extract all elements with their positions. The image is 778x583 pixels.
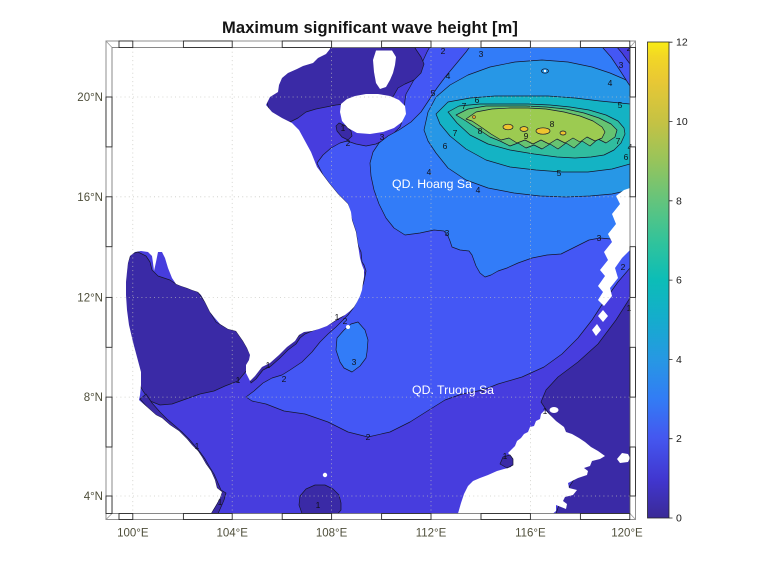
svg-text:4: 4 <box>446 71 451 81</box>
svg-text:0: 0 <box>676 513 682 525</box>
svg-text:Maximum significant wave heigh: Maximum significant wave height [m] <box>222 19 518 37</box>
svg-text:5: 5 <box>618 100 623 110</box>
svg-text:1: 1 <box>627 303 632 313</box>
svg-text:1: 1 <box>341 123 346 133</box>
svg-text:8: 8 <box>676 195 682 207</box>
svg-text:2: 2 <box>282 374 287 384</box>
svg-text:10: 10 <box>676 116 688 128</box>
svg-text:104°E: 104°E <box>216 528 248 540</box>
svg-text:2: 2 <box>676 433 682 445</box>
svg-text:6: 6 <box>443 141 448 151</box>
svg-text:2: 2 <box>441 46 446 56</box>
svg-text:4: 4 <box>476 185 481 195</box>
svg-text:QD. Truong Sa: QD. Truong Sa <box>412 383 494 397</box>
svg-text:1: 1 <box>543 406 548 416</box>
svg-text:1: 1 <box>335 312 340 322</box>
svg-text:16°N: 16°N <box>77 192 103 204</box>
svg-text:1: 1 <box>266 360 271 370</box>
svg-text:5: 5 <box>557 168 562 178</box>
svg-text:7: 7 <box>616 136 621 146</box>
svg-text:12°N: 12°N <box>77 292 103 304</box>
svg-text:4: 4 <box>676 354 682 366</box>
svg-text:7: 7 <box>453 128 458 138</box>
svg-text:1: 1 <box>316 500 321 510</box>
svg-text:5: 5 <box>431 88 436 98</box>
svg-text:2: 2 <box>481 386 486 396</box>
svg-text:108°E: 108°E <box>316 528 348 540</box>
svg-text:116°E: 116°E <box>515 528 546 540</box>
svg-text:4°N: 4°N <box>84 491 103 503</box>
svg-text:3: 3 <box>445 228 450 238</box>
svg-text:6: 6 <box>676 275 682 287</box>
svg-text:3: 3 <box>352 357 357 367</box>
svg-text:1: 1 <box>195 441 200 451</box>
svg-text:1: 1 <box>236 375 241 385</box>
svg-text:20°N: 20°N <box>77 92 103 104</box>
svg-text:4: 4 <box>427 167 432 177</box>
svg-text:QD. Hoang Sa: QD. Hoang Sa <box>392 177 472 191</box>
svg-text:3: 3 <box>619 60 624 70</box>
svg-text:7: 7 <box>462 101 467 111</box>
svg-text:12: 12 <box>676 37 688 49</box>
svg-text:3: 3 <box>597 233 602 243</box>
svg-text:8: 8 <box>550 119 555 129</box>
svg-text:2: 2 <box>366 432 371 442</box>
svg-text:2: 2 <box>627 43 632 53</box>
svg-text:100°E: 100°E <box>117 528 149 540</box>
svg-text:6: 6 <box>475 95 480 105</box>
svg-text:3: 3 <box>479 49 484 59</box>
svg-text:3: 3 <box>380 132 385 142</box>
svg-text:112°E: 112°E <box>416 528 447 540</box>
svg-text:6: 6 <box>624 152 629 162</box>
svg-text:8: 8 <box>478 126 483 136</box>
svg-text:120°E: 120°E <box>611 528 643 540</box>
svg-text:2: 2 <box>343 316 348 326</box>
svg-text:1: 1 <box>218 497 223 507</box>
svg-text:9: 9 <box>524 131 529 141</box>
svg-text:1: 1 <box>503 451 508 461</box>
svg-text:4: 4 <box>608 78 613 88</box>
svg-text:8°N: 8°N <box>84 392 103 404</box>
svg-text:2: 2 <box>346 138 351 148</box>
svg-text:2: 2 <box>621 262 626 272</box>
